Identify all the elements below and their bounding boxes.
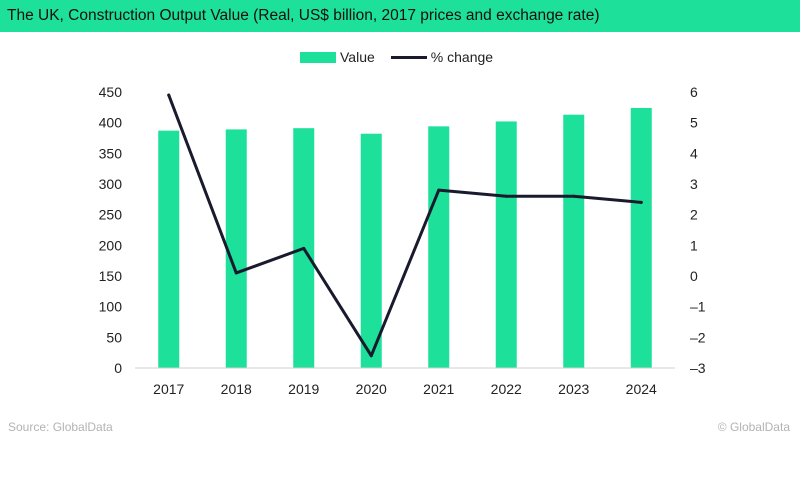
legend-swatch-change: [390, 55, 427, 59]
legend: Value % change: [300, 47, 493, 67]
right-axis-tick-label: 6: [690, 84, 698, 100]
bar-2021: [428, 126, 450, 368]
left-axis-tick-label: 450: [99, 84, 123, 100]
source-note: Source: GlobalData: [8, 420, 113, 434]
right-axis-tick-label: 4: [690, 145, 698, 161]
right-axis-tick-label: –2: [690, 329, 706, 345]
left-axis-tick-label: 150: [99, 268, 123, 284]
x-axis-tick-label: 2017: [153, 381, 184, 397]
left-axis-tick-label: 350: [99, 145, 123, 161]
legend-label-value: Value: [340, 49, 375, 65]
percent-change-point-2024: [639, 200, 643, 204]
bar-2023: [563, 114, 585, 369]
x-axis-tick-label: 2020: [356, 381, 387, 397]
left-axis-tick-label: 250: [99, 207, 123, 223]
left-axis-tick-label: 50: [106, 329, 122, 345]
percent-change-point-2019: [302, 246, 306, 250]
x-axis-tick-label: 2023: [558, 381, 589, 397]
right-axis-tick-label: 5: [690, 115, 698, 131]
left-axis-tick-label: 0: [114, 360, 122, 376]
left-axis-tick-label: 100: [99, 299, 123, 315]
title-bar: The UK, Construction Output Value (Real,…: [0, 0, 800, 32]
legend-swatch-value: [300, 51, 336, 63]
percent-change-point-2018: [234, 271, 238, 275]
x-axis-tick-label: 2021: [423, 381, 454, 397]
right-axis-tick-label: 1: [690, 237, 698, 253]
legend-label-change: % change: [430, 49, 494, 65]
right-axis-tick-label: –3: [690, 360, 706, 376]
bar-2018: [225, 129, 247, 368]
copyright-note: © GlobalData: [717, 420, 790, 434]
right-axis-tick-label: –1: [690, 299, 706, 315]
left-axis-tick-label: 300: [99, 176, 123, 192]
bar-2017: [158, 130, 180, 368]
right-axis-tick-label: 0: [690, 268, 698, 284]
percent-change-point-2021: [437, 188, 441, 192]
percent-change-point-2023: [572, 194, 576, 198]
percent-change-point-2017: [167, 93, 171, 97]
percent-change-line: [167, 93, 643, 358]
bar-2024: [630, 107, 652, 369]
left-axis-tick-label: 400: [99, 115, 123, 131]
right-axis-tick-label: 3: [690, 176, 698, 192]
x-axis-tick-label: 2019: [288, 381, 319, 397]
x-axis-tick-label: 2018: [221, 381, 252, 397]
x-axis-tick-label: 2022: [491, 381, 522, 397]
percent-change-point-2022: [504, 194, 508, 198]
bar-2022: [495, 121, 517, 368]
x-axis-tick-label: 2024: [626, 381, 657, 397]
right-axis-tick-label: 2: [690, 207, 698, 223]
chart-title: The UK, Construction Output Value (Real,…: [7, 7, 600, 24]
left-axis-tick-label: 200: [99, 237, 123, 253]
percent-change-point-2020: [369, 354, 373, 358]
bar-2020: [360, 133, 382, 368]
